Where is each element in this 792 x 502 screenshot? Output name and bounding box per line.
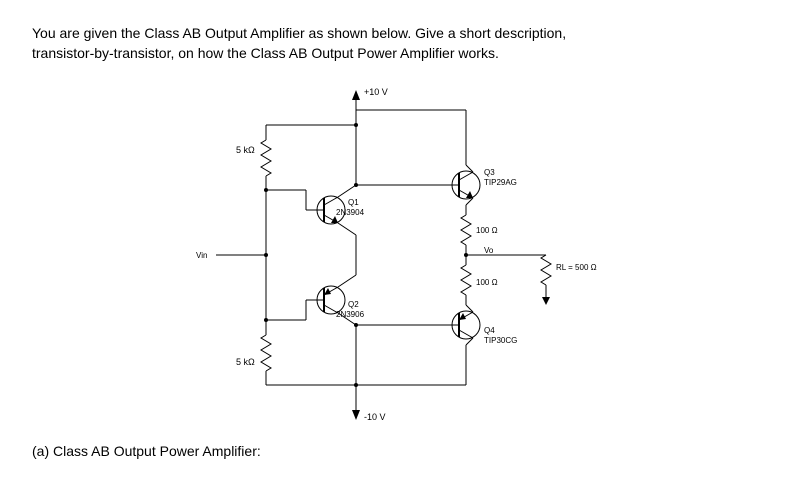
- q2-ref: Q2: [348, 300, 359, 309]
- r-top-label: 5 kΩ: [236, 145, 255, 155]
- question-text: You are given the Class AB Output Amplif…: [32, 24, 760, 63]
- question-line-1: You are given the Class AB Output Amplif…: [32, 25, 566, 41]
- q4-part: TIP30CG: [484, 336, 517, 345]
- re1-label: 100 Ω: [476, 226, 498, 235]
- q1-ref: Q1: [348, 198, 359, 207]
- rl-label: RL = 500 Ω: [556, 263, 597, 272]
- q1-part: 2N3904: [336, 208, 365, 217]
- figure-caption: (a) Class AB Output Power Amplifier:: [32, 443, 760, 459]
- re2-label: 100 Ω: [476, 278, 498, 287]
- vin-label: Vin: [196, 251, 207, 260]
- q3-part: TIP29AG: [484, 178, 517, 187]
- schematic-container: +10 V 5 kΩ Q1 2N3904 Vin: [32, 75, 760, 435]
- circuit-schematic: +10 V 5 kΩ Q1 2N3904 Vin: [136, 75, 656, 435]
- transistor-q3: [452, 171, 480, 199]
- q3-ref: Q3: [484, 168, 495, 177]
- transistor-q4: [452, 311, 480, 339]
- supply-pos-label: +10 V: [364, 87, 388, 97]
- question-line-2: transistor-by-transistor, on how the Cla…: [32, 45, 499, 61]
- vo-label: Vo: [484, 246, 494, 255]
- supply-neg-label: -10 V: [364, 412, 386, 422]
- r-bot-label: 5 kΩ: [236, 357, 255, 367]
- q4-ref: Q4: [484, 326, 495, 335]
